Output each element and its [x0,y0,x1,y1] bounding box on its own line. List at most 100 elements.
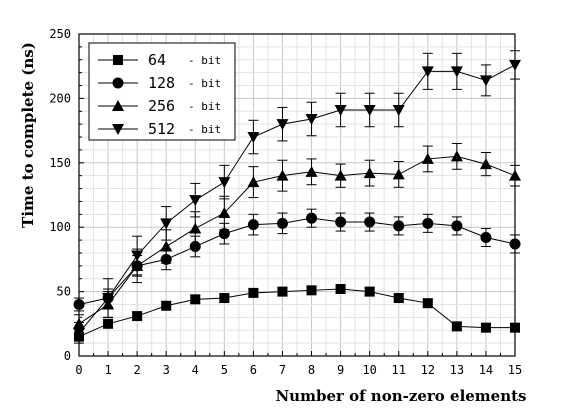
x-tick-label: 0 [75,363,82,377]
data-point-64 [190,294,201,305]
data-point-64 [364,286,375,297]
data-point-64 [451,321,462,332]
legend-label-256: 256 [148,97,175,115]
data-point-128 [160,253,172,265]
x-tick-label: 14 [479,363,493,377]
data-point-64 [422,298,433,309]
data-point-128 [451,220,463,232]
data-point-128 [306,212,318,224]
y-tick-label: 0 [64,349,71,363]
series-line-256 [78,155,516,325]
x-tick-label: 12 [421,363,435,377]
data-point-64 [277,286,288,297]
legend-marker-128 [112,77,124,89]
data-point-512 [479,75,492,87]
data-point-512 [131,250,144,262]
data-point-256 [421,152,434,164]
x-axis-ticks: 0 1 2 3 4 5 6 7 8 9 10 11 12 13 14 15 [75,351,522,377]
legend-marker-256 [112,100,124,111]
legend-suffix: - bit [188,123,221,136]
data-point-64 [393,293,404,304]
series-lines [78,64,516,338]
legend-suffix: - bit [188,77,221,90]
x-tick-label: 3 [163,363,170,377]
y-tick-label: 150 [49,156,71,170]
data-points [73,59,521,342]
data-point-512 [392,104,405,116]
data-point-512 [160,218,173,230]
y-tick-label: 100 [49,220,71,234]
data-point-128 [189,241,201,253]
x-tick-label: 4 [192,363,199,377]
y-axis-title: Time to complete (ns) [19,42,37,228]
data-point-256 [218,207,231,219]
legend-label-64: 64 [148,51,166,69]
y-tick-label: 250 [49,27,71,41]
data-point-64 [248,287,259,298]
x-tick-label: 1 [104,363,111,377]
legend-marker-64 [113,55,123,65]
data-point-256 [479,158,492,170]
series-line-512 [78,64,516,334]
legend-suffix: - bit [188,54,221,67]
data-point-64 [219,293,230,304]
x-tick-label: 11 [392,363,406,377]
x-axis-title: Number of non-zero elements [275,387,526,405]
y-tick-label: 50 [57,285,71,299]
data-point-128 [335,216,347,228]
y-axis-ticks: 0 50 100 150 200 250 [49,27,84,363]
data-point-128 [276,217,288,229]
x-tick-label: 13 [450,363,464,377]
data-point-256 [363,167,376,179]
data-point-64 [306,285,317,296]
x-tick-label: 10 [362,363,376,377]
data-point-128 [247,219,259,231]
data-point-128 [218,228,230,240]
x-tick-label: 6 [250,363,257,377]
legend: 64 - bit 128 - bit 256 - bit 512 - bit [88,42,236,141]
legend-marker-512 [112,124,124,135]
data-point-512 [189,195,202,207]
series-line-64 [78,288,515,338]
data-point-512 [334,104,347,116]
data-point-512 [421,66,434,78]
data-point-512 [247,132,260,144]
data-point-64 [161,300,172,311]
x-tick-label: 8 [308,363,315,377]
data-point-512 [218,177,231,189]
data-point-256 [247,176,260,188]
data-point-512 [102,293,115,305]
data-point-256 [334,169,347,181]
data-point-128 [480,232,492,244]
data-point-256 [131,259,144,271]
data-point-256 [392,168,405,180]
x-tick-label: 7 [279,363,286,377]
data-point-64 [103,318,114,329]
x-tick-label: 9 [337,363,344,377]
series-line-128 [78,217,516,305]
data-point-128 [422,217,434,229]
legend-label-512: 512 [148,120,175,138]
y-tick-label: 200 [49,91,71,105]
data-point-512 [305,114,318,126]
data-point-128 [364,216,376,228]
x-tick-label: 15 [508,363,522,377]
data-point-256 [160,240,173,252]
data-point-256 [305,165,318,177]
x-tick-label: 5 [221,363,228,377]
legend-box [88,42,236,141]
data-point-256 [276,169,289,181]
legend-suffix: - bit [188,100,221,113]
legend-label-128: 128 [148,74,175,92]
data-point-128 [393,220,405,232]
data-point-512 [363,104,376,116]
data-point-256 [189,222,202,234]
data-point-64 [132,311,143,322]
data-point-64 [335,284,346,295]
data-point-512 [450,66,463,78]
data-point-64 [480,322,491,333]
data-point-256 [450,150,463,162]
x-tick-label: 2 [134,363,141,377]
data-point-512 [276,119,289,131]
